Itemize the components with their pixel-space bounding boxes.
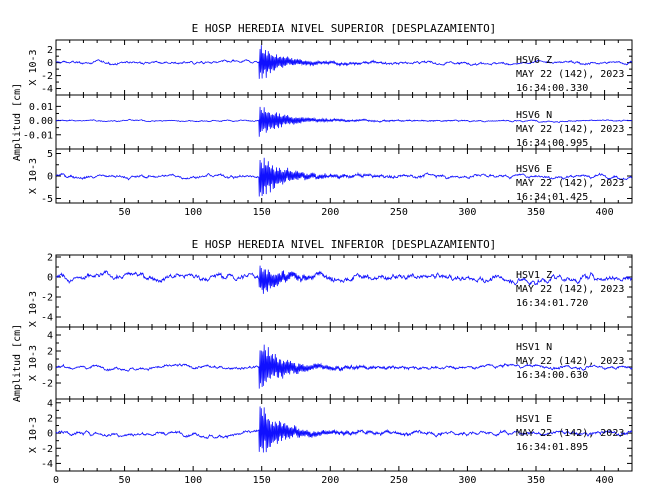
time-label: 16:34:00.630 [516, 370, 588, 381]
panel-hsv1-z: 2 0 -2 -4X 10-3 HSV1 Z MAY 22 (142), 2023 16:3… [28, 253, 633, 328]
x-tick-label: 400 [596, 207, 614, 218]
y-tick-label: -4 [41, 84, 53, 95]
chart-group-1: E HOSP HEREDIA NIVEL SUPERIOR [DESPLAZAM… [12, 22, 633, 218]
y-tick-label: -2 [41, 379, 53, 390]
chart-group-2: E HOSP HEREDIA NIVEL INFERIOR [DESPLAZAM… [12, 238, 633, 486]
panel-hsv6-e: 5 0 -5X 10-3 HSV6 E MAY 22 (142), 2023 16:34:… [28, 148, 633, 205]
x-tick-label: 50 [119, 475, 131, 486]
panel-hsv6-z: 2 0 -2 -4X 10-3 HSV6 Z MAY 22 (142), 2023 16:3… [28, 39, 633, 96]
date-label: MAY 22 (142), 2023 [516, 428, 624, 439]
date-label: MAY 22 (142), 2023 [516, 69, 624, 80]
y-tick-label: 0.01 [29, 102, 53, 113]
x-tick-label: 350 [527, 475, 545, 486]
chart-title: E HOSP HEREDIA NIVEL INFERIOR [DESPLAZAM… [192, 238, 497, 251]
y-tick-label: -2 [41, 444, 53, 455]
x-tick-label: 350 [527, 207, 545, 218]
date-label: MAY 22 (142), 2023 [516, 356, 624, 367]
time-label: 16:34:00.995 [516, 138, 588, 149]
y-tick-label: 2 [47, 253, 53, 264]
x-tick-label: 300 [458, 475, 476, 486]
y-tick-label: 0 [47, 429, 53, 440]
channel-label: HSV6 N [516, 110, 552, 121]
scale-label: X 10-3 [28, 158, 39, 194]
x-tick-label: 150 [253, 207, 271, 218]
time-label: 16:34:01.720 [516, 298, 588, 309]
y-tick-label: -4 [41, 459, 53, 470]
waveform-trace [55, 106, 633, 137]
y-tick-label: -2 [41, 71, 53, 82]
y-tick-label: 0.00 [29, 116, 53, 127]
time-label: 16:34:00.330 [516, 83, 588, 94]
y-tick-label: 5 [47, 149, 53, 160]
scale-label: X 10-3 [28, 417, 39, 453]
panel-hsv1-n: 4 2 0 -2X 10-3 HSV1 N MAY 22 (142), 2023 16:34… [28, 326, 633, 400]
y-tick-label: 4 [47, 331, 53, 342]
time-label: 16:34:01.895 [516, 442, 588, 453]
scale-label: X 10-3 [28, 49, 39, 85]
x-tick-label: 50 [119, 207, 131, 218]
date-label: MAY 22 (142), 2023 [516, 124, 624, 135]
chart-title: E HOSP HEREDIA NIVEL SUPERIOR [DESPLAZAM… [192, 22, 497, 35]
panel-hsv1-e: 4 2 0 -2 -4X 10-3 HSV1 E MAY 22 (142), 2023 16:… [28, 398, 633, 472]
y-tick-label: -0.01 [23, 130, 53, 141]
x-tick-label: 0 [53, 475, 59, 486]
x-tick-label: 200 [321, 475, 339, 486]
channel-label: HSV1 Z [516, 270, 552, 281]
channel-label: HSV6 E [516, 164, 552, 175]
channel-label: HSV1 E [516, 414, 552, 425]
panel-hsv6-n: 0.01 0.00 -0.01 HSV6 N MAY 22 (142), 2023 16:… [23, 94, 633, 150]
x-tick-label: 100 [184, 207, 202, 218]
waveform-trace [55, 344, 633, 389]
x-tick-label: 250 [390, 207, 408, 218]
y-tick-label: 2 [47, 413, 53, 424]
y-tick-label: 0 [47, 58, 53, 69]
scale-label: X 10-3 [28, 345, 39, 381]
channel-label: HSV1 N [516, 342, 552, 353]
date-label: MAY 22 (142), 2023 [516, 178, 624, 189]
x-tick-label: 100 [184, 475, 202, 486]
channel-label: HSV6 Z [516, 55, 552, 66]
y-axis-label: Amplitud [cm] [12, 83, 23, 161]
x-tick-label: 150 [253, 475, 271, 486]
x-tick-label: 400 [596, 475, 614, 486]
y-tick-label: 0 [47, 363, 53, 374]
waveform-trace [55, 45, 633, 79]
y-tick-label: 0 [47, 172, 53, 183]
y-tick-label: -5 [41, 194, 53, 205]
y-tick-label: 2 [47, 45, 53, 56]
y-tick-label: 2 [47, 347, 53, 358]
y-tick-label: -2 [41, 293, 53, 304]
y-tick-label: -4 [41, 313, 53, 324]
y-axis-label: Amplitud [cm] [12, 324, 23, 402]
y-tick-label: 4 [47, 398, 53, 409]
waveform-trace [55, 157, 633, 197]
x-tick-label: 250 [390, 475, 408, 486]
y-tick-label: 0 [47, 273, 53, 284]
time-label: 16:34:01.425 [516, 192, 588, 203]
scale-label: X 10-3 [28, 291, 39, 327]
waveform-trace [55, 265, 633, 294]
x-tick-label: 200 [321, 207, 339, 218]
date-label: MAY 22 (142), 2023 [516, 284, 624, 295]
x-tick-label: 300 [458, 207, 476, 218]
waveform-trace [55, 406, 633, 453]
